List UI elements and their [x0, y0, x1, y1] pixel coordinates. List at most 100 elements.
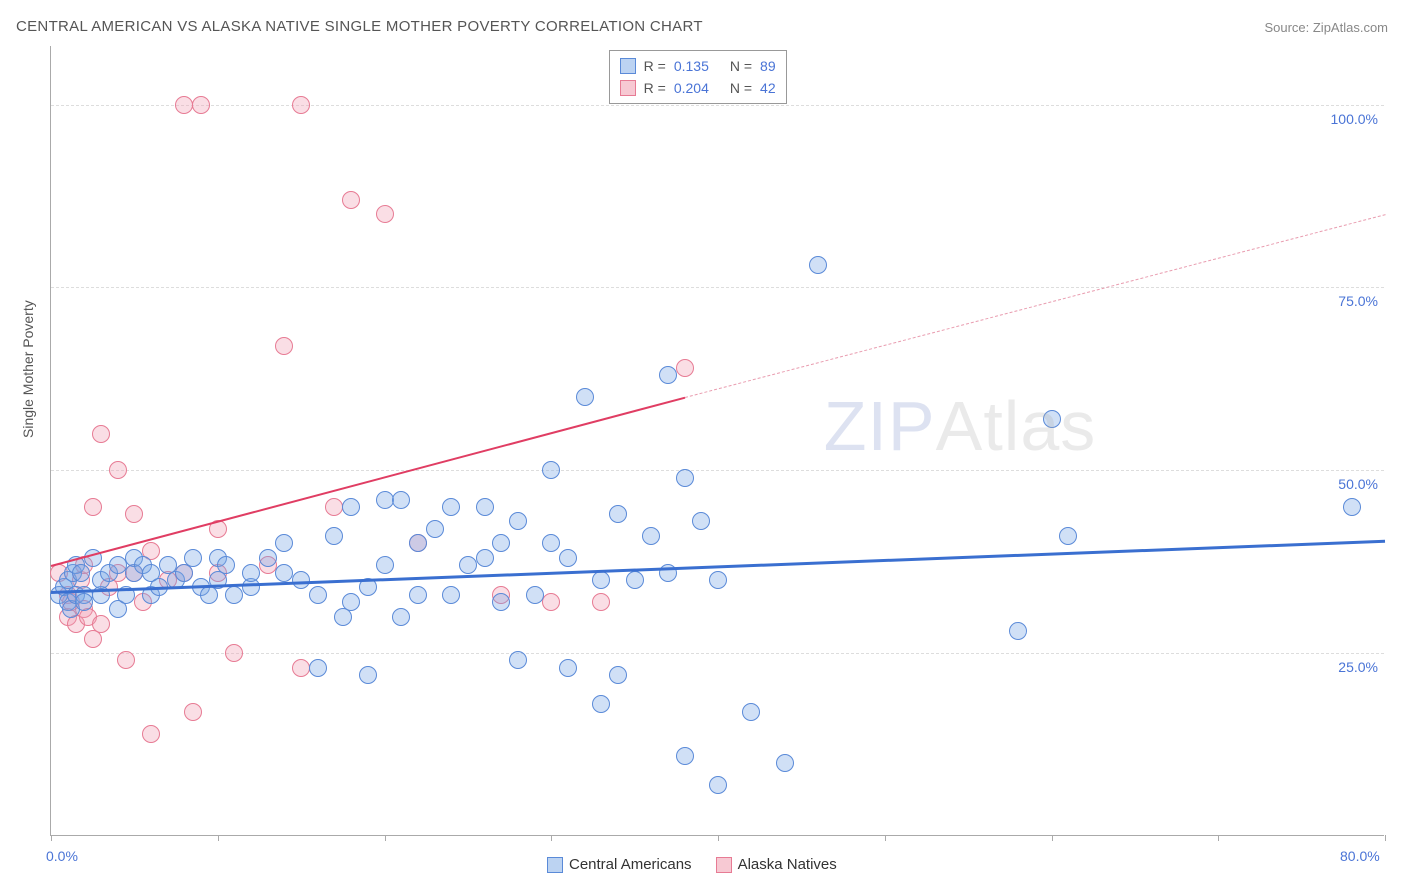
x-tick	[1385, 835, 1386, 841]
central-american-point	[476, 549, 494, 567]
central-american-point	[742, 703, 760, 721]
legend-stats: R = 0.135 N = 89R = 0.204 N = 42	[609, 50, 787, 104]
central-american-point	[442, 586, 460, 604]
central-american-point	[359, 666, 377, 684]
x-tick	[385, 835, 386, 841]
y-axis-label: Single Mother Poverty	[20, 300, 36, 438]
x-tick	[51, 835, 52, 841]
central-american-point	[609, 505, 627, 523]
central-american-point	[75, 593, 93, 611]
n-label: N =	[730, 77, 752, 99]
alaska-point	[175, 96, 193, 114]
legend-series-label: Central Americans	[569, 856, 692, 873]
central-american-point	[709, 571, 727, 589]
central-american-point	[609, 666, 627, 684]
legend-series-label: Alaska Natives	[738, 856, 837, 873]
alaska-point	[342, 191, 360, 209]
alaska-point	[92, 615, 110, 633]
gridline	[51, 470, 1384, 471]
central-american-point	[592, 695, 610, 713]
trend-line	[685, 214, 1386, 398]
central-american-point	[492, 593, 510, 611]
alaska-point	[376, 205, 394, 223]
central-american-point	[509, 512, 527, 530]
central-american-point	[676, 469, 694, 487]
central-american-point	[1059, 527, 1077, 545]
alaska-point	[542, 593, 560, 611]
central-american-point	[676, 747, 694, 765]
central-american-point	[542, 534, 560, 552]
central-american-point	[309, 659, 327, 677]
legend-series-item: Alaska Natives	[716, 856, 837, 873]
alaska-point	[117, 651, 135, 669]
legend-swatch	[716, 857, 732, 873]
r-value: 0.204	[674, 77, 722, 99]
central-american-point	[526, 586, 544, 604]
alaska-point	[192, 96, 210, 114]
gridline	[51, 653, 1384, 654]
central-american-point	[409, 586, 427, 604]
r-value: 0.135	[674, 55, 722, 77]
legend-swatch	[620, 58, 636, 74]
alaska-point	[676, 359, 694, 377]
x-tick	[1218, 835, 1219, 841]
central-american-point	[109, 556, 127, 574]
central-american-point	[184, 549, 202, 567]
x-tick	[1052, 835, 1053, 841]
central-american-point	[559, 659, 577, 677]
central-american-point	[309, 586, 327, 604]
y-tick-label: 75.0%	[1338, 293, 1378, 309]
central-american-point	[659, 366, 677, 384]
legend-swatch	[547, 857, 563, 873]
chart-container: CENTRAL AMERICAN VS ALASKA NATIVE SINGLE…	[0, 0, 1406, 892]
central-american-point	[342, 498, 360, 516]
legend-swatch	[620, 80, 636, 96]
central-american-point	[592, 571, 610, 589]
central-american-point	[342, 593, 360, 611]
central-american-point	[217, 556, 235, 574]
central-american-point	[809, 256, 827, 274]
n-value: 42	[760, 77, 776, 99]
x-tick	[885, 835, 886, 841]
central-american-point	[242, 564, 260, 582]
central-american-point	[376, 491, 394, 509]
central-american-point	[576, 388, 594, 406]
alaska-point	[184, 703, 202, 721]
central-american-point	[275, 534, 293, 552]
y-tick-label: 100.0%	[1331, 111, 1378, 127]
central-american-point	[392, 491, 410, 509]
central-american-point	[292, 571, 310, 589]
central-american-point	[259, 549, 277, 567]
alaska-point	[325, 498, 343, 516]
central-american-point	[376, 556, 394, 574]
source-label: Source: ZipAtlas.com	[1264, 20, 1388, 35]
central-american-point	[642, 527, 660, 545]
legend-stat-row: R = 0.204 N = 42	[620, 77, 776, 99]
alaska-point	[292, 96, 310, 114]
alaska-point	[592, 593, 610, 611]
gridline	[51, 287, 1384, 288]
central-american-point	[72, 564, 90, 582]
central-american-point	[459, 556, 477, 574]
x-tick	[551, 835, 552, 841]
central-american-point	[1343, 498, 1361, 516]
central-american-point	[559, 549, 577, 567]
legend-series-item: Central Americans	[547, 856, 692, 873]
r-label: R =	[644, 77, 666, 99]
central-american-point	[426, 520, 444, 538]
n-label: N =	[730, 55, 752, 77]
central-american-point	[692, 512, 710, 530]
central-american-point	[709, 776, 727, 794]
central-american-point	[409, 534, 427, 552]
central-american-point	[776, 754, 794, 772]
central-american-point	[1043, 410, 1061, 428]
n-value: 89	[760, 55, 776, 77]
central-american-point	[275, 564, 293, 582]
legend-stat-row: R =0.135N =89	[620, 55, 776, 77]
central-american-point	[509, 651, 527, 669]
central-american-point	[492, 534, 510, 552]
central-american-point	[225, 586, 243, 604]
x-tick	[718, 835, 719, 841]
x-max-label: 80.0%	[1340, 848, 1380, 864]
central-american-point	[1009, 622, 1027, 640]
